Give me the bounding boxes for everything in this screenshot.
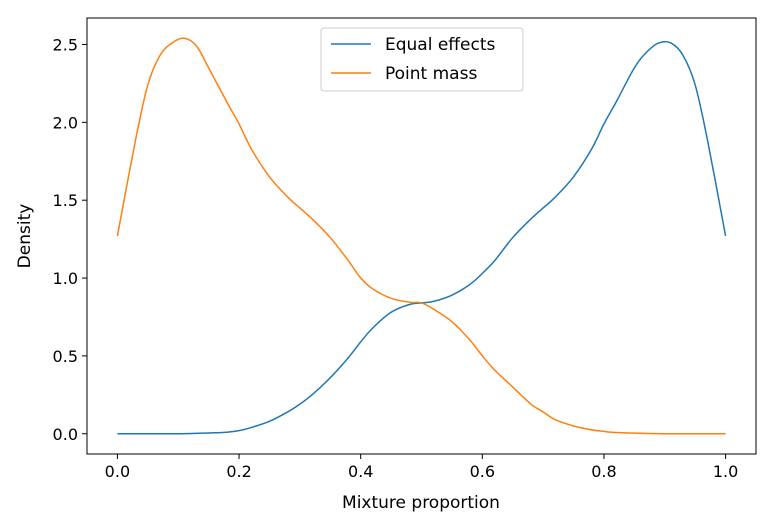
series-line-point-mass [116, 37, 726, 435]
legend: Equal effects Point mass [320, 27, 524, 92]
y-tick-label: 1.0 [53, 269, 78, 288]
x-tick-label: 0.6 [470, 462, 495, 481]
y-tick-label: 0.5 [53, 347, 78, 366]
y-axis-ticks: 0.0 0.5 1.0 1.5 2.0 2.5 [53, 35, 87, 444]
y-axis-label: Density [15, 204, 35, 269]
y-tick-label: 2.5 [53, 35, 78, 54]
series-lines [116, 37, 727, 435]
x-tick-label: 1.0 [713, 462, 738, 481]
x-tick-label: 0.0 [105, 462, 130, 481]
x-axis-ticks: 0.0 0.2 0.4 0.6 0.8 1.0 [105, 454, 738, 481]
x-axis-label: Mixture proportion [342, 493, 500, 513]
legend-label-point-mass: Point mass [385, 64, 477, 84]
x-tick-label: 0.8 [591, 462, 616, 481]
x-tick-label: 0.4 [348, 462, 373, 481]
series-line-equal-effects [117, 40, 727, 435]
x-tick-label: 0.2 [226, 462, 251, 481]
legend-box [320, 27, 524, 92]
legend-label-equal-effects: Equal effects [385, 35, 495, 55]
y-tick-label: 2.0 [53, 113, 78, 132]
y-tick-label: 1.5 [53, 191, 78, 210]
plot-frame [86, 17, 757, 455]
y-tick-label: 0.0 [53, 425, 78, 444]
